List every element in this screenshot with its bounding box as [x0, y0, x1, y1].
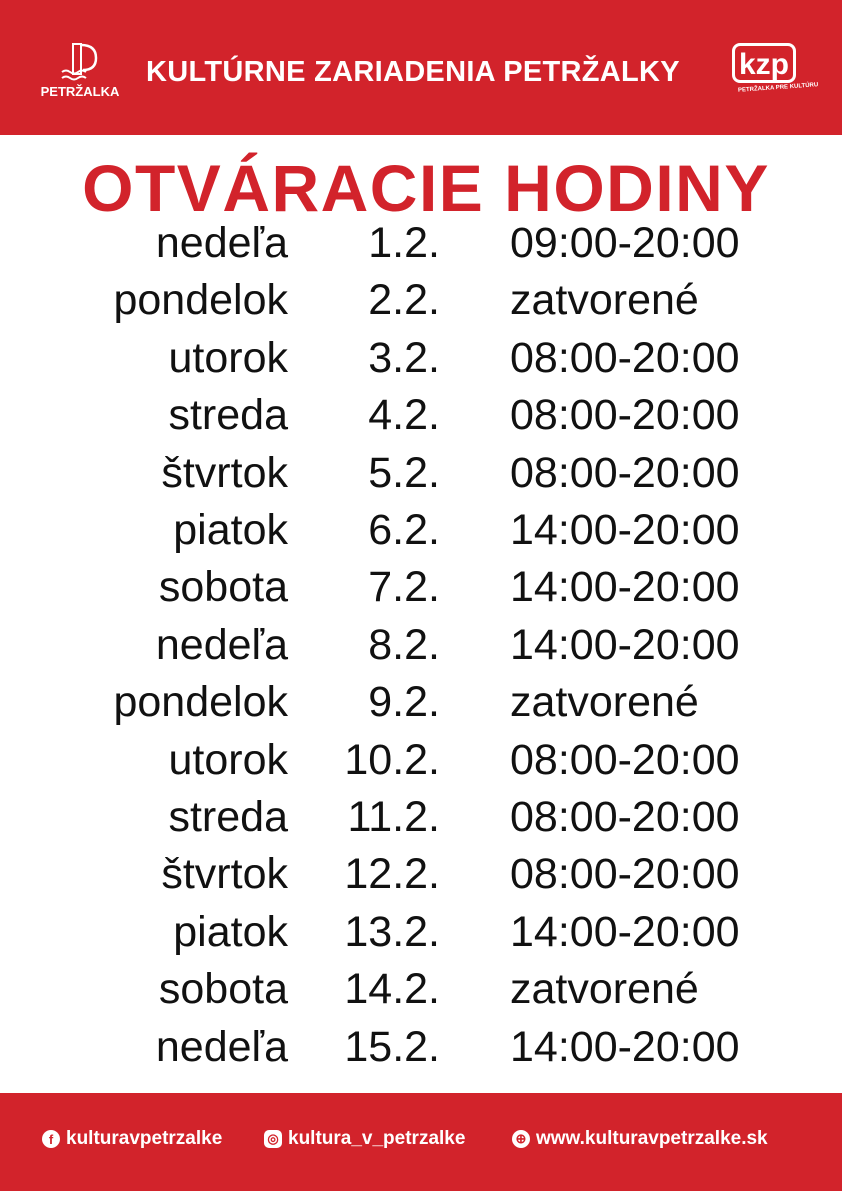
day-label: pondelok — [113, 276, 288, 325]
hours-label: 08:00-20:00 — [510, 391, 740, 440]
schedule-row: štvrtok 12.2. 08:00-20:00 — [0, 850, 842, 907]
petrzalka-building-icon — [61, 43, 98, 81]
schedule-row: pondelok 2.2. zatvorené — [0, 276, 842, 333]
hours-label: 08:00-20:00 — [510, 735, 740, 784]
schedule-row: piatok 13.2. 14:00-20:00 — [0, 908, 842, 965]
logo-left-text: PETRŽALKA — [40, 84, 120, 99]
hours-label: 08:00-20:00 — [510, 850, 740, 899]
organization-name: KULTÚRNE ZARIADENIA PETRŽALKY — [146, 56, 680, 88]
website-link[interactable]: ⊕ www.kulturavpetrzalke.sk — [512, 1128, 768, 1150]
date-label: 8.2. — [368, 620, 440, 669]
date-label: 11.2. — [347, 793, 440, 841]
date-label: 7.2. — [368, 563, 440, 612]
schedule-row: nedeľa 15.2. 14:00-20:00 — [0, 1023, 842, 1080]
hours-label: 14:00-20:00 — [510, 620, 740, 669]
date-label: 9.2. — [368, 678, 440, 727]
day-label: štvrtok — [161, 448, 288, 497]
kzp-logo: kzp PETRŽALKA PRE KULTÚRU — [730, 43, 818, 99]
facebook-icon: f — [42, 1130, 60, 1148]
day-label: streda — [168, 391, 288, 440]
hours-label: 08:00-20:00 — [510, 793, 740, 841]
footer-banner: f kulturavpetrzalke ◎ kultura_v_petrzalk… — [0, 1093, 842, 1191]
day-label: sobota — [158, 563, 288, 612]
facebook-handle: kulturavpetrzalke — [66, 1128, 223, 1149]
instagram-link[interactable]: ◎ kultura_v_petrzalke — [264, 1128, 465, 1150]
header-banner: PETRŽALKA KULTÚRNE ZARIADENIA PETRŽALKY … — [0, 0, 842, 135]
schedule-row: sobota 7.2. 14:00-20:00 — [0, 563, 842, 620]
hours-label: 14:00-20:00 — [510, 1022, 740, 1071]
hours-label: zatvorené — [510, 678, 699, 727]
hours-label: 08:00-20:00 — [510, 448, 740, 497]
day-label: utorok — [168, 735, 288, 784]
hours-label: 14:00-20:00 — [510, 907, 740, 956]
day-label: piatok — [173, 907, 288, 956]
date-label: 4.2. — [368, 391, 440, 440]
hours-label: zatvorené — [510, 965, 699, 1014]
schedule-row: utorok 10.2. 08:00-20:00 — [0, 736, 842, 793]
day-label: nedeľa — [155, 219, 288, 267]
schedule-row: streda 11.2. 08:00-20:00 — [0, 793, 842, 850]
date-label: 10.2. — [344, 735, 440, 784]
schedule-row: nedeľa 1.2. 09:00-20:00 — [0, 219, 842, 276]
website-url: www.kulturavpetrzalke.sk — [536, 1128, 768, 1149]
instagram-icon: ◎ — [264, 1130, 282, 1148]
schedule-row: štvrtok 5.2. 08:00-20:00 — [0, 449, 842, 506]
date-label: 3.2. — [368, 333, 440, 382]
date-label: 15.2. — [344, 1022, 440, 1071]
day-label: piatok — [173, 506, 288, 554]
date-label: 13.2. — [344, 907, 440, 956]
date-label: 5.2. — [368, 448, 440, 497]
hours-label: 09:00-20:00 — [510, 219, 740, 267]
day-label: pondelok — [113, 678, 288, 727]
day-label: nedeľa — [155, 620, 288, 669]
day-label: streda — [168, 793, 288, 841]
date-label: 6.2. — [368, 506, 440, 554]
date-label: 12.2. — [344, 850, 440, 899]
day-label: štvrtok — [161, 850, 288, 899]
day-label: sobota — [158, 965, 288, 1014]
page-title: OTVÁRACIE HODINY — [82, 151, 770, 225]
schedule-row: nedeľa 8.2. 14:00-20:00 — [0, 621, 842, 678]
schedule-row: utorok 3.2. 08:00-20:00 — [0, 334, 842, 391]
hours-label: 14:00-20:00 — [510, 563, 740, 612]
globe-icon: ⊕ — [512, 1130, 530, 1148]
schedule-row: pondelok 9.2. zatvorené — [0, 678, 842, 735]
schedule-row: streda 4.2. 08:00-20:00 — [0, 391, 842, 448]
date-label: 2.2. — [368, 276, 440, 325]
date-label: 14.2. — [344, 965, 440, 1014]
hours-label: 14:00-20:00 — [510, 506, 740, 554]
schedule-row: sobota 14.2. zatvorené — [0, 965, 842, 1022]
schedule-row: piatok 6.2. 14:00-20:00 — [0, 506, 842, 563]
day-label: nedeľa — [155, 1022, 288, 1071]
date-label: 1.2. — [368, 219, 440, 267]
petrzalka-logo: PETRŽALKA — [40, 42, 120, 102]
kzp-logo-text: kzp — [732, 43, 796, 83]
facebook-link[interactable]: f kulturavpetrzalke — [42, 1128, 222, 1150]
day-label: utorok — [168, 333, 288, 382]
instagram-handle: kultura_v_petrzalke — [288, 1128, 466, 1149]
hours-label: zatvorené — [510, 276, 699, 325]
hours-label: 08:00-20:00 — [510, 333, 740, 382]
